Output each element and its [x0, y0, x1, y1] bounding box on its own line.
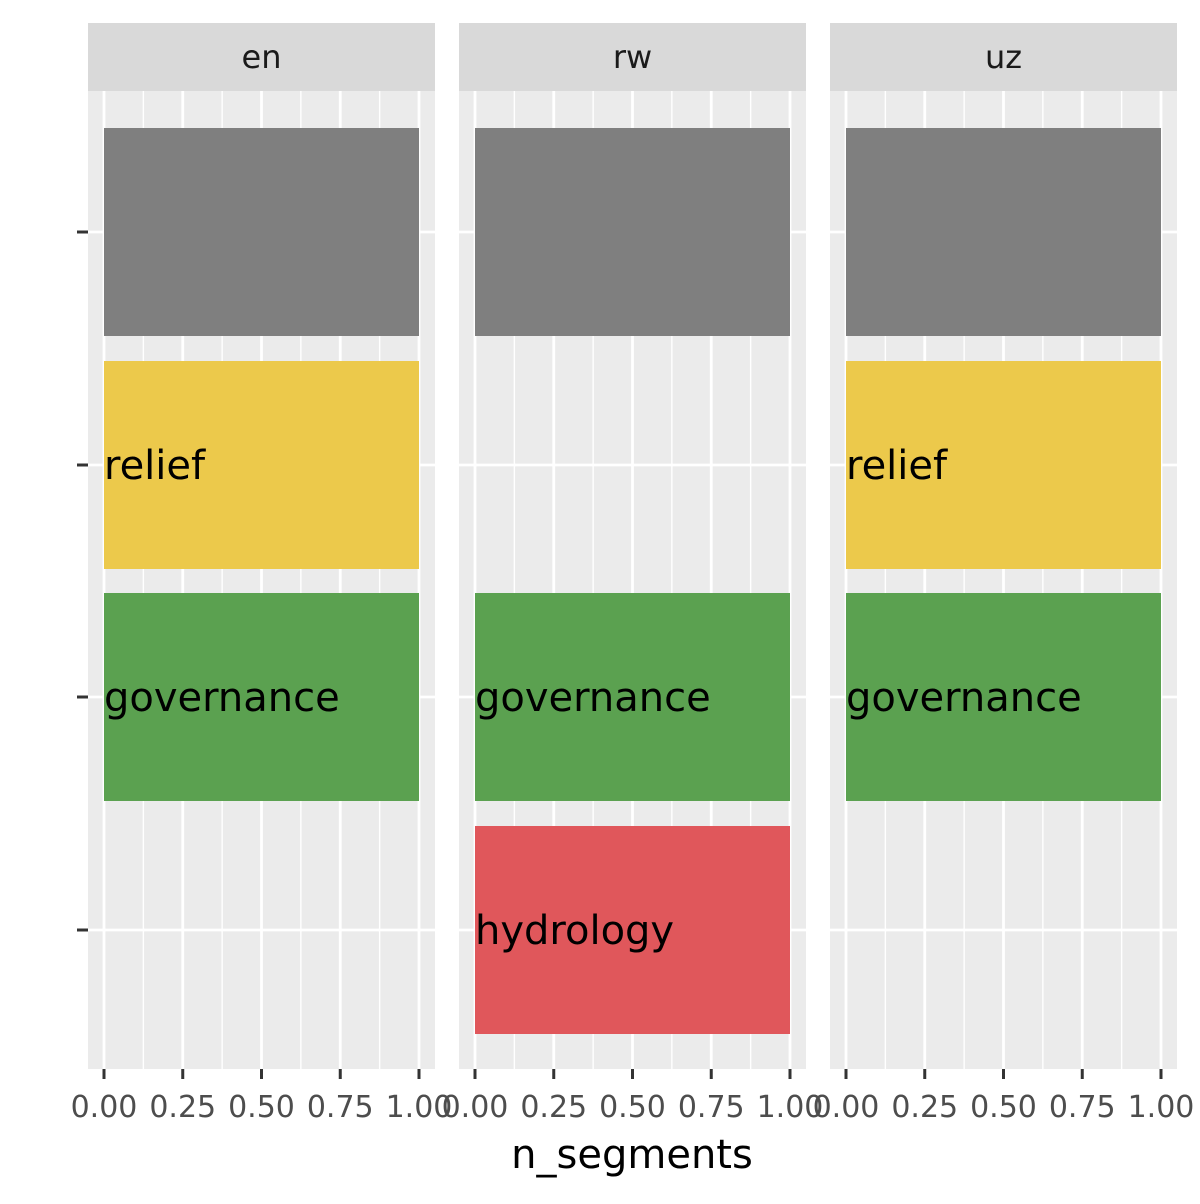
bar-relief: [104, 361, 419, 569]
x-tick-label: 0.75: [307, 1090, 374, 1125]
x-tick-label: 0.50: [970, 1090, 1037, 1125]
facet-strip: [459, 23, 806, 91]
x-tick-label: 0.00: [442, 1090, 509, 1125]
x-tick-label: 0.00: [813, 1090, 880, 1125]
x-tick-label: 0.50: [599, 1090, 666, 1125]
bar-relief: [846, 361, 1161, 569]
bar-unlabeled: [846, 128, 1161, 336]
bar-unlabeled: [104, 128, 419, 336]
bar-governance: [846, 593, 1161, 801]
bar-unlabeled: [475, 128, 790, 336]
x-tick-label: 0.25: [149, 1090, 216, 1125]
x-tick-label: 0.75: [1049, 1090, 1116, 1125]
facet-strip-label: en: [242, 38, 282, 76]
x-tick-label: 0.50: [228, 1090, 295, 1125]
facet-panel-rw: rw governance hydrology 0.00 0.25 0.50 0.75 1.0…: [442, 23, 824, 1125]
x-tick-label: 0.25: [520, 1090, 587, 1125]
bar-governance: [475, 593, 790, 801]
bar-label-governance: governance: [846, 675, 1082, 721]
x-tick-label: 1.00: [1128, 1090, 1195, 1125]
x-tick-label: 1.00: [757, 1090, 824, 1125]
bar-hydrology: [475, 826, 790, 1034]
x-tick-label: 1.00: [386, 1090, 453, 1125]
bar-label-hydrology: hydrology: [475, 908, 674, 954]
bar-governance: [104, 593, 419, 801]
x-tick-label: 0.75: [678, 1090, 745, 1125]
bar-label-governance: governance: [475, 675, 711, 721]
facet-strip: [830, 23, 1177, 91]
facet-strip-label: rw: [613, 38, 652, 76]
facet-panel-uz: uz relief governance 0.00 0.25 0.50 0.75 1.00: [813, 23, 1195, 1125]
x-tick-label: 0.00: [71, 1090, 138, 1125]
bar-label-relief: relief: [846, 443, 948, 489]
bar-label-governance: governance: [104, 675, 340, 721]
y-axis: [77, 230, 88, 932]
facet-panel-en: en relief governance 0.00 0.25 0.50 0.75 1.00: [71, 23, 453, 1125]
facet-strip: [88, 23, 435, 91]
facet-strip-label: uz: [985, 38, 1022, 76]
x-tick-label: 0.25: [891, 1090, 958, 1125]
bar-label-relief: relief: [104, 443, 206, 489]
x-axis-title: n_segments: [511, 1132, 753, 1178]
